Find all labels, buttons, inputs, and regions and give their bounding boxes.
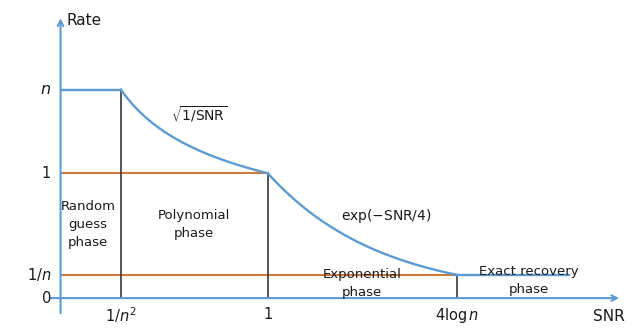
- Text: $1/n$: $1/n$: [27, 266, 51, 283]
- Text: Rate: Rate: [67, 13, 102, 28]
- Text: $\sqrt{1/\mathrm{SNR}}$: $\sqrt{1/\mathrm{SNR}}$: [171, 104, 227, 124]
- Text: $n$: $n$: [40, 82, 51, 97]
- Text: Polynomial
phase: Polynomial phase: [158, 208, 230, 239]
- Text: $1$: $1$: [263, 306, 273, 322]
- Text: $\exp(-\mathrm{SNR}/4)$: $\exp(-\mathrm{SNR}/4)$: [341, 207, 432, 225]
- Text: Random
guess
phase: Random guess phase: [61, 199, 116, 248]
- Text: $0$: $0$: [41, 290, 51, 306]
- Text: Exact recovery
phase: Exact recovery phase: [479, 265, 579, 296]
- Text: Exponential
phase: Exponential phase: [323, 268, 402, 299]
- Text: $1$: $1$: [41, 165, 51, 181]
- Text: $1/n^2$: $1/n^2$: [105, 306, 137, 325]
- Text: SNR: SNR: [593, 309, 625, 324]
- Text: $4\log n$: $4\log n$: [435, 306, 479, 325]
